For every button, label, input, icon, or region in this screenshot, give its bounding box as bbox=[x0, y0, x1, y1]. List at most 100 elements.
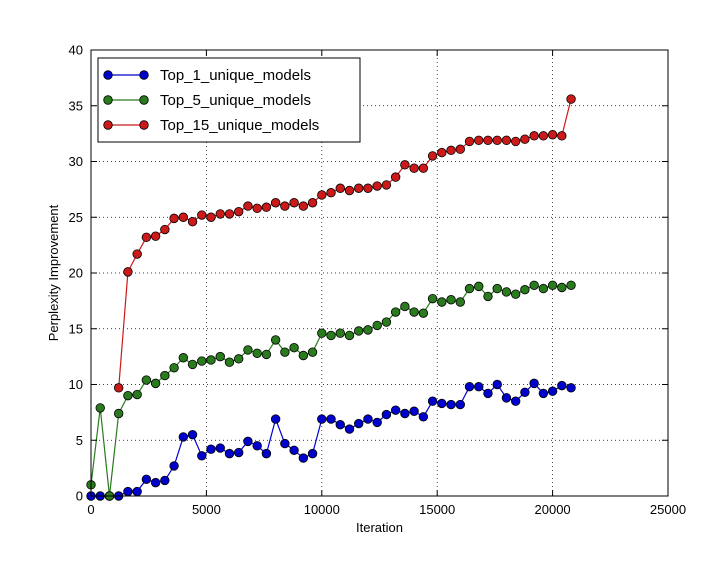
data-point bbox=[197, 210, 207, 220]
data-point bbox=[538, 388, 549, 399]
x-tick-label: 10000 bbox=[304, 502, 340, 517]
data-point bbox=[160, 224, 170, 235]
data-point bbox=[243, 201, 253, 211]
data-point bbox=[215, 443, 225, 453]
data-point bbox=[529, 131, 539, 141]
data-point bbox=[270, 198, 281, 208]
data-point bbox=[510, 289, 521, 299]
data-point bbox=[547, 130, 558, 140]
y-tick-label: 0 bbox=[76, 489, 83, 504]
y-tick-label: 30 bbox=[69, 154, 83, 169]
data-point bbox=[187, 217, 198, 227]
data-point bbox=[427, 151, 438, 161]
data-point bbox=[418, 163, 429, 173]
data-point bbox=[520, 285, 530, 295]
y-tick-label: 5 bbox=[76, 433, 83, 448]
data-point bbox=[326, 330, 336, 341]
series-layer bbox=[86, 94, 576, 501]
data-point bbox=[381, 317, 392, 327]
data-point bbox=[501, 287, 512, 297]
data-point bbox=[381, 409, 392, 420]
data-point bbox=[197, 356, 207, 366]
x-tick-label: 5000 bbox=[192, 502, 221, 517]
legend-marker bbox=[103, 95, 113, 105]
data-point bbox=[289, 445, 299, 455]
data-point bbox=[372, 181, 382, 191]
data-point bbox=[113, 383, 124, 393]
data-point bbox=[261, 202, 272, 212]
data-point bbox=[261, 349, 272, 360]
data-point bbox=[446, 295, 456, 305]
data-point bbox=[381, 180, 392, 190]
data-point bbox=[150, 477, 161, 488]
legend-item: Top_5_unique_models bbox=[103, 92, 311, 109]
data-point bbox=[298, 453, 309, 463]
data-point bbox=[206, 355, 216, 365]
data-point bbox=[455, 297, 465, 307]
data-point bbox=[372, 320, 382, 331]
data-point bbox=[400, 408, 410, 419]
data-point bbox=[206, 444, 216, 454]
data-point bbox=[354, 418, 364, 429]
data-point bbox=[409, 406, 419, 416]
data-point bbox=[335, 183, 345, 193]
legend-marker bbox=[103, 70, 113, 80]
data-point bbox=[252, 441, 262, 451]
data-point bbox=[474, 281, 484, 292]
legend-marker bbox=[139, 95, 149, 105]
data-point bbox=[123, 390, 133, 401]
data-point bbox=[326, 188, 336, 198]
y-tick-label: 40 bbox=[69, 43, 83, 58]
data-point bbox=[270, 414, 281, 424]
data-point bbox=[400, 160, 410, 170]
x-tick-label: 20000 bbox=[535, 502, 571, 517]
data-point bbox=[197, 451, 207, 461]
data-point bbox=[363, 183, 373, 193]
y-tick-label: 10 bbox=[69, 377, 83, 392]
data-point bbox=[252, 348, 262, 358]
data-point bbox=[455, 399, 465, 410]
series-3 bbox=[113, 94, 576, 393]
legend-marker bbox=[139, 70, 149, 80]
data-point bbox=[307, 448, 318, 459]
data-point bbox=[492, 379, 502, 390]
data-point bbox=[234, 206, 244, 217]
data-point bbox=[224, 448, 235, 459]
data-point bbox=[390, 172, 401, 182]
data-point bbox=[160, 475, 170, 486]
data-point bbox=[474, 135, 484, 146]
data-point bbox=[234, 447, 244, 458]
data-point bbox=[446, 399, 456, 410]
data-point bbox=[178, 432, 189, 442]
data-point bbox=[160, 370, 170, 381]
data-point bbox=[390, 307, 401, 317]
data-point bbox=[215, 209, 225, 219]
legend-label: Top_5_unique_models bbox=[160, 92, 311, 109]
data-point bbox=[464, 136, 475, 147]
data-point bbox=[510, 136, 521, 147]
data-point bbox=[427, 396, 438, 406]
data-point bbox=[390, 405, 401, 415]
x-tick-label: 0 bbox=[87, 502, 94, 517]
data-point bbox=[529, 280, 539, 290]
data-point bbox=[492, 283, 502, 294]
x-tick-label: 15000 bbox=[419, 502, 455, 517]
data-point bbox=[557, 131, 567, 141]
data-point bbox=[132, 249, 142, 259]
data-point bbox=[492, 135, 502, 146]
data-point bbox=[280, 347, 290, 357]
data-point bbox=[289, 343, 299, 353]
legend-label: Top_15_unique_models bbox=[160, 117, 319, 134]
data-point bbox=[464, 382, 475, 392]
data-point bbox=[520, 387, 530, 398]
data-point bbox=[95, 403, 105, 413]
data-point bbox=[123, 486, 133, 497]
data-point bbox=[307, 198, 318, 208]
data-point bbox=[455, 144, 465, 154]
data-point bbox=[335, 419, 345, 430]
data-point bbox=[141, 232, 152, 243]
data-point bbox=[169, 213, 179, 224]
data-point bbox=[169, 461, 179, 471]
legend: Top_1_unique_models Top_5_unique_models To… bbox=[97, 57, 361, 143]
data-point bbox=[483, 135, 493, 146]
